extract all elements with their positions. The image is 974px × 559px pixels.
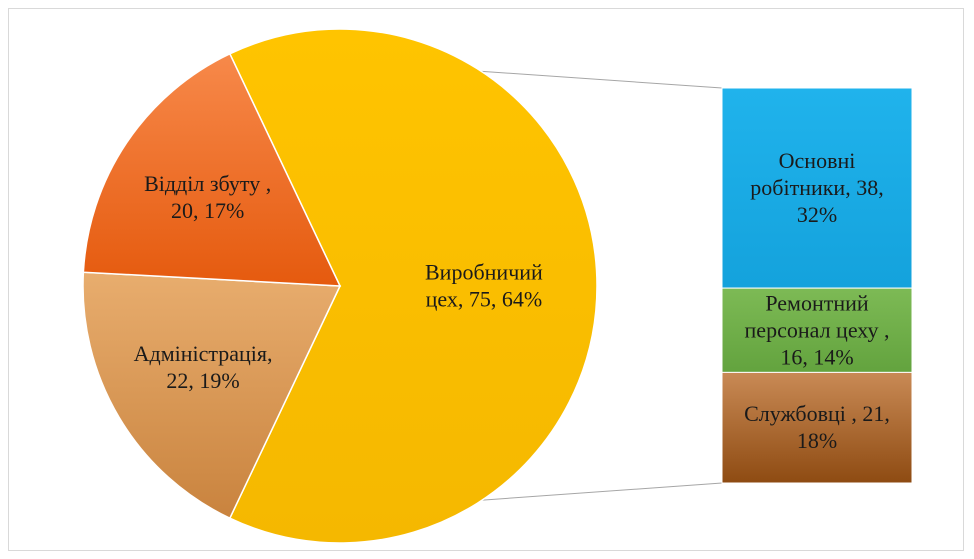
data-label-ремонтний-персонал-цеху: Ремонтний персонал цеху , 16, 14% — [745, 290, 890, 369]
bar-segment-ремонтний-персонал-цеху — [721, 287, 913, 373]
data-label-виробничий-цех: Виробничий цех, 75, 64% — [425, 260, 543, 312]
data-label-відділ-збуту: Відділ збуту , 20, 17% — [144, 171, 271, 223]
pie-slice-відділ-збуту — [82, 52, 342, 287]
data-label-службовці: Службовці , 21, 18% — [744, 401, 890, 453]
data-label-основні-робітники: Основні робітники, 38, 32% — [750, 148, 883, 227]
data-label-адміністрація: Адміністрація, 22, 19% — [134, 341, 273, 393]
pie-slice-адміністрація — [82, 271, 342, 520]
pie-slice-виробничий-цех — [228, 28, 598, 544]
bar-segment-основні-робітники — [721, 87, 913, 289]
bar-segment-службовці — [721, 371, 913, 484]
